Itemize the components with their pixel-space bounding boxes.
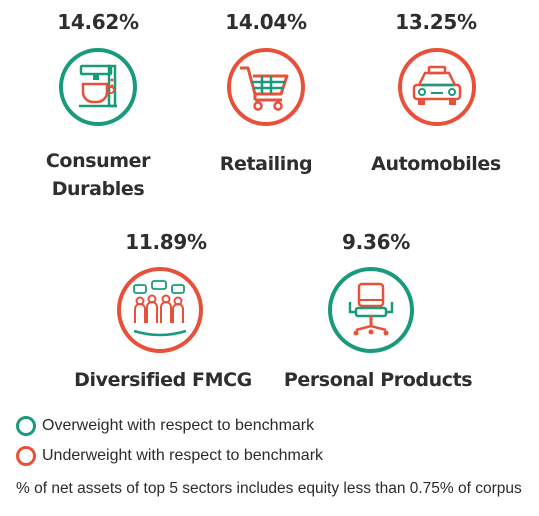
sector-name: Automobiles (371, 153, 501, 175)
shopping-cart-icon (240, 66, 289, 111)
legend-underweight: Underweight with respect to benchmark (16, 444, 323, 468)
sector-value-label: 11.89% (125, 230, 207, 254)
coffee-machine-icon (79, 64, 117, 108)
underweight-ring (227, 48, 305, 126)
sector-value-label: 13.25% (395, 10, 477, 34)
overweight-ring (328, 267, 414, 353)
overweight-ring (59, 48, 137, 126)
legend-label: Overweight with respect to benchmark (42, 417, 315, 434)
sector-name: Diversified FMCG (74, 369, 252, 391)
underweight-marker-icon (16, 446, 36, 466)
underweight-ring (117, 267, 203, 353)
sector-value-label: 9.36% (342, 230, 410, 254)
legend-overweight: Overweight with respect to benchmark (16, 414, 314, 438)
sector-value-label: 14.62% (57, 10, 139, 34)
overweight-marker-icon (16, 416, 36, 436)
sector-name-line: Durables (51, 178, 145, 200)
office-chair-icon (348, 282, 394, 336)
sector-value-label: 14.04% (225, 10, 307, 34)
sector-name: Consumer Durables (0, 147, 203, 203)
legend-label: Underweight with respect to benchmark (42, 447, 324, 464)
sector-name: Personal Products (283, 369, 473, 391)
sector-name-line: Consumer (45, 150, 151, 172)
consumers-icon (133, 280, 187, 337)
underweight-ring (398, 48, 476, 126)
sector-name: Retailing (219, 153, 313, 175)
car-icon (412, 65, 462, 105)
footnote: % of net assets of top 5 sectors include… (16, 480, 522, 497)
